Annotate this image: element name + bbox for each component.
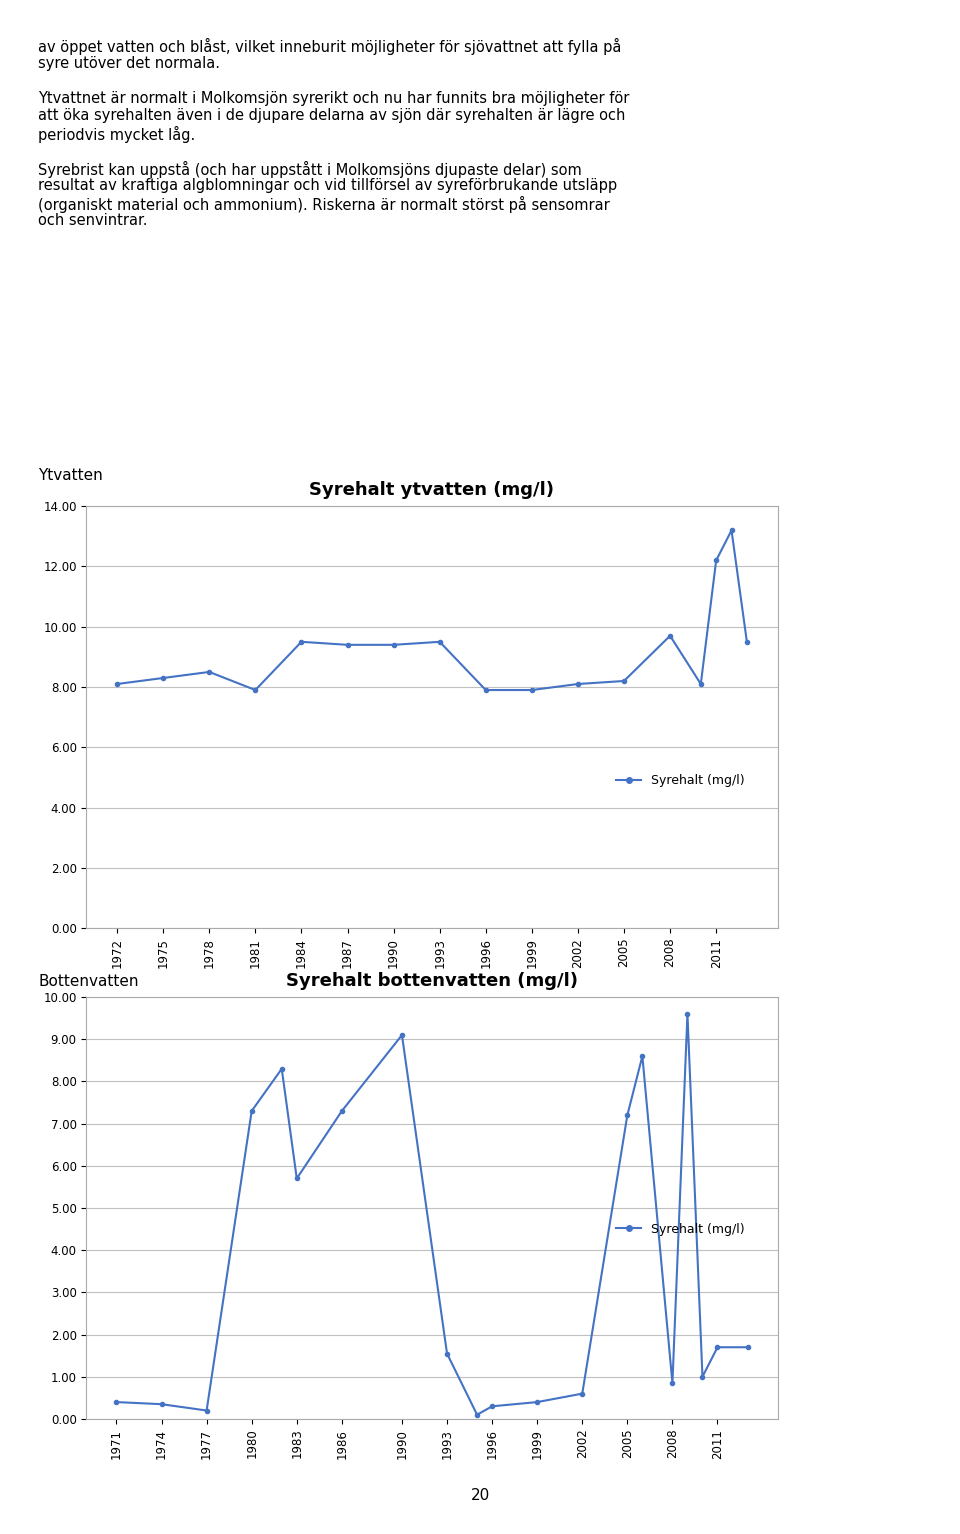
Text: resultat av kraftiga algblomningar och vid tillförsel av syreförbrukande utsläpp: resultat av kraftiga algblomningar och v…	[38, 178, 617, 193]
Text: av öppet vatten och blåst, vilket inneburit möjligheter för sjövattnet att fylla: av öppet vatten och blåst, vilket innebu…	[38, 38, 622, 55]
Text: (organiskt material och ammonium). Riskerna är normalt störst på sensomrar: (organiskt material och ammonium). Riske…	[38, 196, 611, 213]
Text: periodvis mycket låg.: periodvis mycket låg.	[38, 126, 196, 143]
Text: och senvintrar.: och senvintrar.	[38, 213, 148, 229]
Text: att öka syrehalten även i de djupare delarna av sjön där syrehalten är lägre och: att öka syrehalten även i de djupare del…	[38, 109, 626, 123]
Text: 20: 20	[470, 1488, 490, 1503]
Text: Bottenvatten: Bottenvatten	[38, 974, 139, 989]
Text: syre utöver det normala.: syre utöver det normala.	[38, 55, 221, 71]
Legend: Syrehalt (mg/l): Syrehalt (mg/l)	[612, 769, 750, 792]
Legend: Syrehalt (mg/l): Syrehalt (mg/l)	[612, 1218, 750, 1241]
Title: Syrehalt ytvatten (mg/l): Syrehalt ytvatten (mg/l)	[309, 482, 555, 499]
Title: Syrehalt bottenvatten (mg/l): Syrehalt bottenvatten (mg/l)	[286, 973, 578, 989]
Text: Syrebrist kan uppstå (och har uppstått i Molkomsjöns djupaste delar) som: Syrebrist kan uppstå (och har uppstått i…	[38, 161, 582, 178]
Text: Ytvattnet är normalt i Molkomsjön syrerikt och nu har funnits bra möjligheter fö: Ytvattnet är normalt i Molkomsjön syreri…	[38, 91, 630, 106]
Text: Ytvatten: Ytvatten	[38, 468, 103, 483]
